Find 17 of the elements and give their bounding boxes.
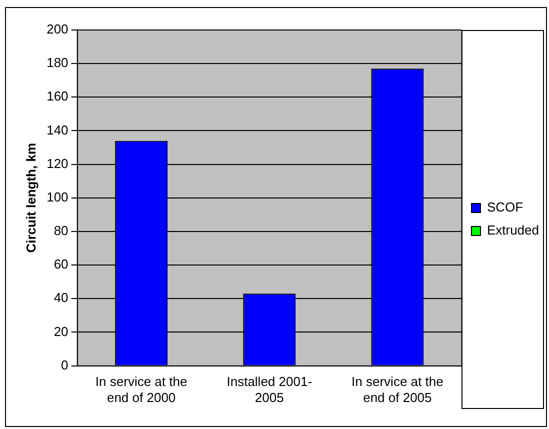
y-tick-label: 100 (46, 189, 68, 204)
y-tick-label: 20 (54, 324, 68, 339)
y-tick-label: 160 (46, 88, 68, 104)
x-tick-label: In service at the end of 2000 (95, 374, 188, 405)
legend-label: Extruded (486, 222, 540, 238)
y-tick-label: 0 (61, 357, 68, 372)
legend-label: SCOF (486, 200, 524, 215)
y-tick-label: 120 (46, 156, 68, 171)
x-tick-label: In service at the end of 2005 (352, 374, 444, 405)
x-tick-label: Installed 2001-2005 (226, 374, 312, 405)
y-tick-label: 180 (46, 55, 68, 70)
y-tick-label: 80 (54, 223, 68, 238)
y-tick-label: 60 (54, 256, 68, 272)
y-axis-title: Circuit length, km (23, 143, 38, 253)
y-tick-label: 200 (46, 22, 68, 37)
y-tick-label: 40 (54, 290, 68, 306)
y-tick-label: 140 (46, 122, 68, 138)
